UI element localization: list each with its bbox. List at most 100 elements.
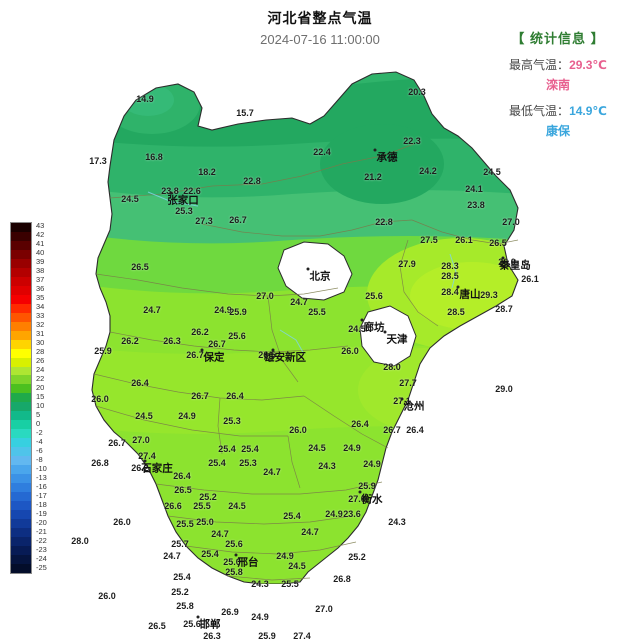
station-temperature-label: 26.5 (489, 238, 507, 248)
color-scale-ticks: 43 42 41 40 39 38 37 36 35 34 33 32 31 30 28 26 24 22 20 15… (36, 222, 56, 574)
station-temperature-label: 26.2 (191, 327, 209, 337)
color-scale-tick: -13 (36, 472, 47, 482)
color-scale-tick: -17 (36, 490, 47, 500)
color-swatch (11, 348, 31, 358)
station-temperature-label: 26.3 (163, 336, 181, 346)
color-swatch (11, 429, 31, 439)
max-temp-station: 滦南 (545, 78, 570, 92)
color-scale-tick: 22 (36, 374, 45, 384)
station-temperature-label: 22.4 (313, 147, 331, 157)
station-temperature-label: 27.0 (256, 291, 274, 301)
city-marker-dot (400, 397, 404, 401)
station-temperature-label: 26.6 (164, 501, 182, 511)
station-temperature-label: 24.5 (308, 443, 326, 453)
color-scale-tick: -25 (36, 562, 47, 572)
city-label: 邢台 (237, 556, 259, 569)
color-swatch (11, 554, 31, 564)
station-temperature-label: 26.7 (108, 438, 126, 448)
max-temp-row: 最高气温：29.3℃ 滦南 (478, 56, 638, 93)
station-temperature-label: 26.1 (455, 235, 473, 245)
station-temperature-label: 25.9 (229, 307, 247, 317)
station-temperature-label: 24.9 (363, 459, 381, 469)
color-swatch (11, 375, 31, 385)
station-temperature-label: 25.8 (225, 567, 243, 577)
color-scale-legend: 43 42 41 40 39 38 37 36 35 34 33 32 31 30 28 26 24 22 20 15… (10, 222, 56, 574)
station-temperature-label: 25.4 (241, 444, 259, 454)
station-temperature-label: 25.5 (308, 307, 326, 317)
color-swatch (11, 483, 31, 493)
station-temperature-label: 27.0 (348, 494, 366, 504)
station-temperature-label: 26.2 (121, 336, 139, 346)
color-swatch (11, 447, 31, 457)
color-scale-tick: -6 (36, 445, 43, 455)
color-scale-tick: 5 (36, 409, 41, 419)
color-scale-tick: 10 (36, 400, 45, 410)
color-swatch (11, 501, 31, 510)
color-scale-tick: 31 (36, 329, 45, 339)
station-temperature-label: 22.6 (183, 186, 201, 196)
station-temperature-label: 26.8 (333, 574, 351, 584)
color-scale-tick: -10 (36, 463, 47, 473)
station-temperature-label: 26.4 (173, 471, 191, 481)
station-temperature-label: 26.8 (91, 458, 109, 468)
station-temperature-label: 22.8 (243, 176, 261, 186)
color-swatch (11, 366, 31, 376)
station-temperature-label: 28.0 (71, 536, 89, 546)
station-temperature-label: 27.0 (132, 435, 150, 445)
color-scale-bar (10, 222, 32, 574)
color-swatch (11, 312, 31, 322)
color-scale-tick: -16 (36, 481, 47, 491)
station-temperature-label: 25.2 (348, 552, 366, 562)
station-temperature-label: 24.5 (348, 324, 366, 334)
station-temperature-label: 26.1 (521, 274, 539, 284)
city-label: 雄安新区 (264, 351, 306, 364)
station-temperature-label: 27.1 (393, 396, 411, 406)
city-label: 唐山 (459, 288, 481, 301)
color-swatch (11, 420, 31, 430)
station-temperature-label: 24.9 (343, 443, 361, 453)
river-lines (147, 191, 457, 355)
station-temperature-label: 26.0 (91, 394, 109, 404)
color-swatch (11, 438, 31, 448)
city-label: 张家口 (167, 194, 199, 207)
station-temperature-label: 25.9 (258, 631, 276, 641)
temperature-map[interactable]: 14.9 15.7 20.3 22.3 22.4 24.2 21.2 16.8 17.3 18.2… (52, 44, 539, 641)
station-temperature-label: 26.0 (289, 425, 307, 435)
color-scale-tick: 35 (36, 293, 45, 303)
color-scale-tick: 34 (36, 302, 45, 312)
station-temperature-label: 25.2 (199, 492, 217, 502)
station-temperature-label: 29.3 (480, 290, 498, 300)
station-temperature-label: 26.0 (498, 257, 516, 267)
station-temperature-label: 26.9 (221, 607, 239, 617)
station-temperature-label: 24.5 (135, 411, 153, 421)
color-swatch (11, 267, 31, 277)
color-swatch (11, 321, 31, 331)
station-temperature-label: 24.7 (211, 529, 229, 539)
city-marker-dot (234, 553, 238, 557)
color-swatch (11, 474, 31, 484)
station-temperature-label: 25.4 (283, 511, 301, 521)
color-scale-tick: -24 (36, 553, 47, 563)
station-temperature-label: 25.4 (208, 458, 226, 468)
min-temp-station: 康保 (545, 124, 570, 138)
city-marker-dot (169, 191, 173, 195)
station-temperature-label: 25.6 (225, 539, 243, 549)
prefecture-borders (93, 143, 519, 581)
city-label: 天津 (386, 333, 408, 346)
station-temperature-label: 28.0 (383, 362, 401, 372)
max-temp-label: 最高气温： (509, 58, 570, 72)
station-temperature-label: 29.0 (495, 384, 513, 394)
station-temperature-label: 16.8 (145, 152, 163, 162)
city-label: 沧州 (403, 400, 425, 413)
color-scale-tick: 40 (36, 248, 45, 258)
color-scale-tick: -23 (36, 544, 47, 554)
station-temperature-label: 26.5 (258, 350, 276, 360)
color-swatch (11, 465, 31, 475)
color-scale-tick: -18 (36, 499, 47, 509)
station-temperature-label: 24.5 (288, 561, 306, 571)
color-swatch (11, 285, 31, 295)
color-scale-tick: -20 (36, 517, 47, 527)
province-border (91, 71, 519, 584)
station-temperature-label: 24.3 (388, 517, 406, 527)
color-swatch (11, 294, 31, 304)
